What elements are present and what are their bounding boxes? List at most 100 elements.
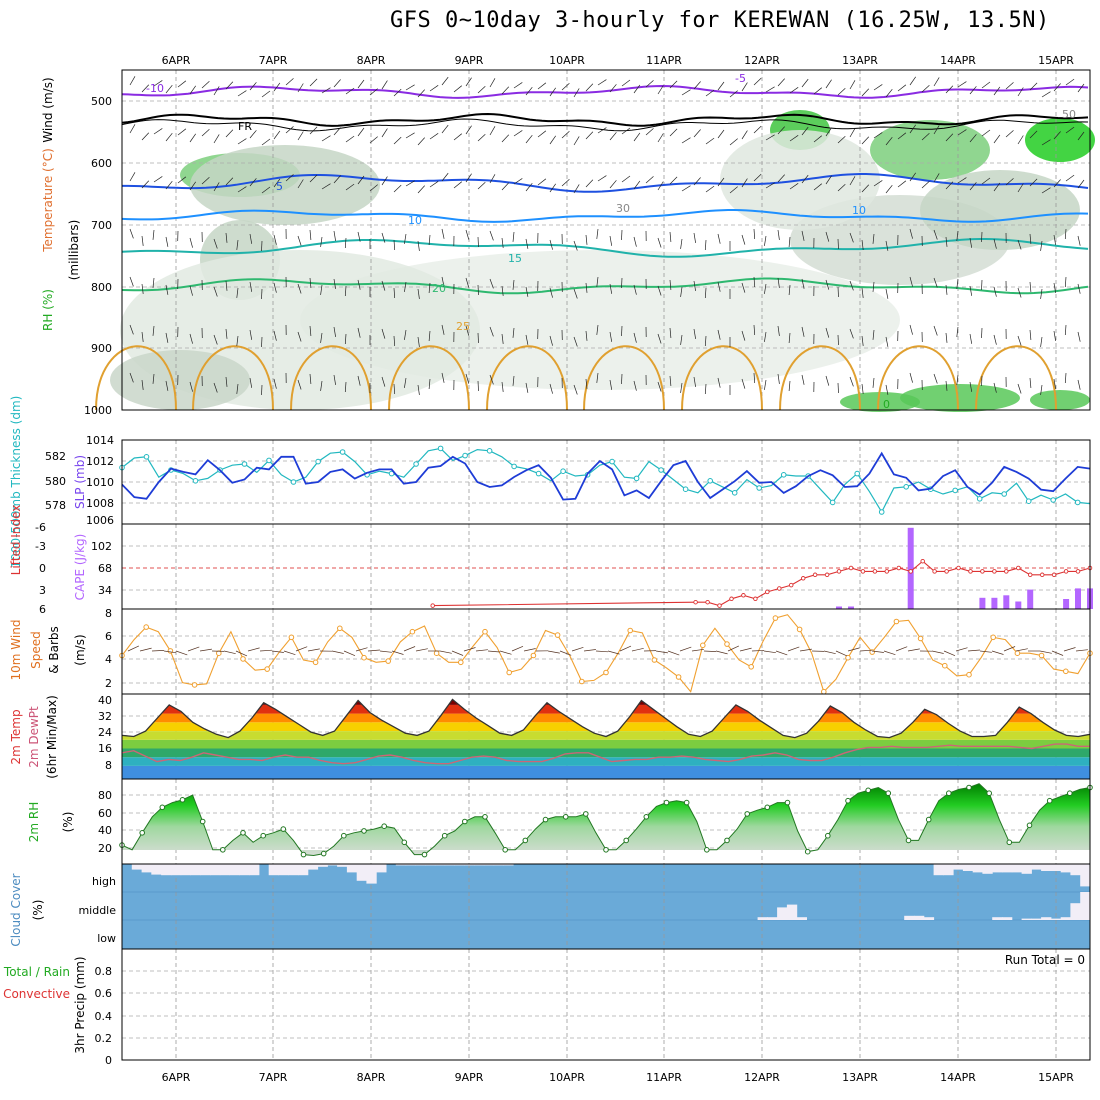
surface-wind-barb — [571, 646, 584, 652]
rh-line-point — [341, 832, 347, 839]
wind-barb — [441, 276, 445, 287]
wind-barb — [549, 135, 556, 145]
wind-speed-line-point — [893, 618, 900, 625]
middle-cloud-gap — [1021, 918, 1032, 920]
high-cloud-gap — [1080, 864, 1091, 887]
wind-barb — [381, 128, 388, 138]
wind-barb — [969, 182, 977, 191]
rh-line-point — [220, 847, 226, 853]
wind-barb — [764, 379, 767, 390]
wind-barb — [189, 285, 193, 296]
wind-barb — [849, 80, 856, 90]
wind-barb — [764, 283, 767, 294]
wind-barb — [981, 327, 983, 339]
wind-barb — [596, 228, 599, 239]
surface-wind-barb — [223, 650, 236, 655]
wind-barb — [825, 175, 832, 185]
wind-barb — [404, 281, 407, 292]
high-cloud-gap — [1070, 864, 1081, 876]
wind-barb — [861, 383, 864, 394]
wind-barb — [549, 239, 553, 250]
wind-speed-line-point — [700, 642, 706, 649]
wind-barb — [693, 232, 696, 243]
wind-barb — [141, 180, 150, 189]
wind-barb — [249, 281, 253, 292]
wind-barb — [909, 76, 916, 86]
contour-label: FR — [238, 120, 252, 133]
wind-barb — [621, 229, 623, 241]
wind-barb — [813, 183, 823, 191]
high-cloud-gap — [229, 864, 240, 876]
contour-5 — [122, 173, 1089, 193]
wind-barb — [381, 376, 386, 387]
wind-barb — [261, 288, 263, 300]
thickness-line-point — [437, 445, 444, 452]
wind-barb — [657, 237, 662, 248]
surface-wind-barb — [487, 650, 501, 653]
lifted-index-point — [884, 569, 890, 574]
wind-barb — [561, 131, 570, 139]
panel-frame-cape — [121, 523, 1091, 610]
wind-barb — [501, 333, 504, 344]
rh-line-point — [804, 848, 811, 855]
wind-barb — [597, 175, 607, 182]
wind-barb — [489, 174, 496, 184]
wind-barb — [956, 326, 959, 337]
wind-barb — [525, 134, 533, 144]
wind-barb — [788, 380, 791, 392]
wind-speed-line-point — [554, 632, 561, 638]
wind-barb — [657, 333, 662, 344]
wind-barb — [429, 181, 439, 188]
high-cloud-gap — [1060, 864, 1071, 873]
wind-barb — [621, 79, 631, 87]
surface-wind-barb — [547, 650, 560, 654]
surface-wind-barb — [307, 648, 320, 652]
wind-barb — [956, 374, 959, 385]
wind-barb — [717, 329, 721, 340]
wind-barb — [1077, 131, 1085, 141]
wind-speed-line-point — [772, 615, 779, 621]
wind-barb — [657, 133, 664, 143]
surface-wind-barb — [1015, 648, 1028, 652]
temp-bands — [122, 699, 1090, 779]
rh-shade — [840, 392, 920, 412]
high-cloud-gap — [1031, 864, 1042, 870]
wind-barb — [657, 285, 662, 296]
wind-barb — [801, 78, 809, 88]
wind-barb — [501, 134, 510, 143]
surface-wind-barb — [1075, 649, 1088, 652]
cape-bar — [1063, 599, 1070, 609]
thickness-line-point — [388, 470, 395, 477]
contour-label: 15 — [508, 252, 522, 265]
wind-barb — [909, 372, 913, 383]
wind-barb — [201, 129, 210, 137]
wind-barb — [129, 276, 134, 287]
wind-barb — [249, 329, 253, 340]
high-cloud-gap — [982, 864, 993, 874]
precip-title: 3hr Precip (mm) — [73, 956, 87, 1053]
wind-barb — [1064, 276, 1067, 288]
wind-barb — [945, 181, 954, 190]
thickness-tick: 580 — [45, 475, 66, 488]
wind-barb — [801, 374, 805, 385]
wind-barb — [765, 86, 775, 93]
surface-wind-barb — [895, 646, 908, 652]
precip-tick: 0.2 — [95, 1032, 113, 1045]
wind-barb — [369, 184, 378, 192]
contour-label: 0 — [883, 398, 890, 411]
date-label-top: 12APR — [744, 54, 780, 67]
wind-barb — [909, 228, 913, 239]
wind-barb — [885, 136, 893, 146]
rh-line-point — [865, 787, 872, 794]
lifted-index-point — [836, 569, 842, 574]
wind-barb — [956, 278, 959, 289]
thickness-line-point — [633, 475, 640, 482]
surface-wind-barb — [343, 650, 356, 657]
wind-barb — [333, 278, 336, 289]
wind-barb — [669, 279, 672, 291]
surface-wind-barb — [139, 647, 152, 652]
surface-wind-barb — [775, 650, 788, 656]
rh-line-point — [986, 790, 993, 797]
cloud-low-label: low — [97, 932, 116, 945]
wind-barb — [201, 177, 210, 185]
